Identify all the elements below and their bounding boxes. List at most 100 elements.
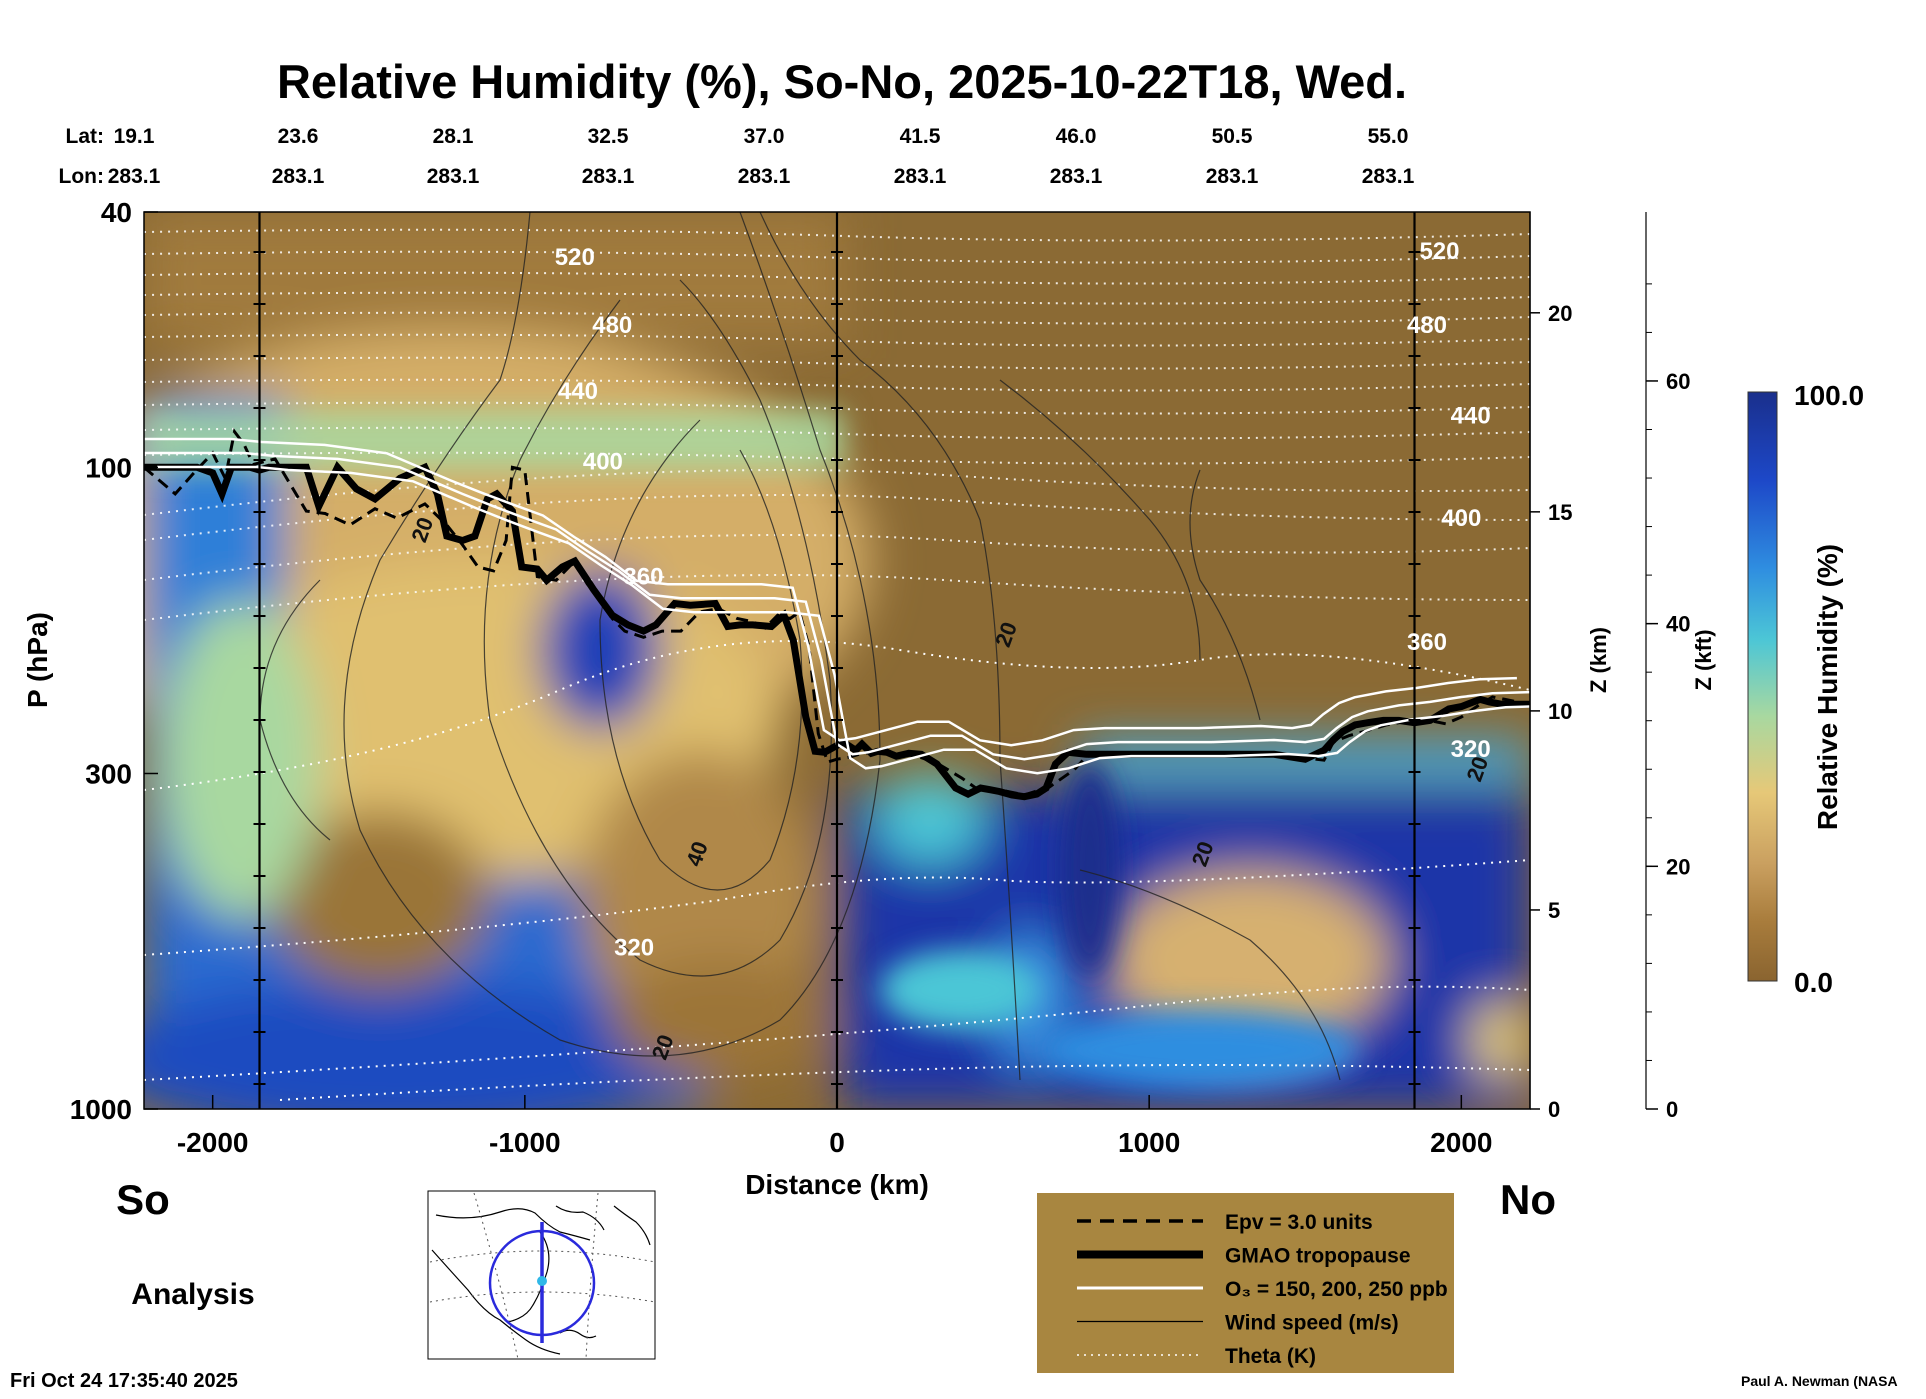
lon-row-label: Lon: [59, 165, 104, 188]
legend-label: GMAO tropopause [1225, 1245, 1411, 1268]
x-ticks: -2000 -1000 0 1000 2000 [177, 1095, 1492, 1158]
z-km-tick-label: 5 [1548, 898, 1560, 923]
theta-label: 520 [555, 244, 595, 271]
lat-value: 41.5 [900, 125, 941, 148]
p-tick-label: 40 [101, 197, 132, 228]
z-km-tick-label: 20 [1548, 301, 1572, 326]
z-km-ticks: 0 5 10 15 20 [1529, 212, 1572, 1122]
z-km-tick-label: 0 [1548, 1097, 1560, 1122]
credit: Paul A. Newman (NASA [1741, 1373, 1898, 1389]
theta-contours [144, 228, 1530, 1101]
chart-title: Relative Humidity (%), So-No, 2025-10-22… [277, 55, 1407, 108]
p-tick-label: 1000 [70, 1094, 132, 1125]
z-km-tick-label: 10 [1548, 699, 1572, 724]
theta-label: 440 [558, 378, 598, 405]
lon-value: 283.1 [427, 165, 480, 188]
wind-contour [343, 212, 881, 1057]
lon-value: 283.1 [108, 165, 161, 188]
colorbar-max-label: 100.0 [1794, 380, 1864, 411]
theta-label: 440 [1451, 402, 1491, 429]
lon-value: 283.1 [272, 165, 325, 188]
legend-label: O₃ = 150, 200, 250 ppb [1225, 1278, 1448, 1301]
theta-label: 480 [1407, 312, 1447, 339]
x-tick-label: -2000 [177, 1127, 249, 1158]
theta-label: 360 [1407, 629, 1447, 656]
colorbar-gradient [1747, 391, 1778, 982]
lat-value: 37.0 [744, 125, 785, 148]
colorbar: 100.0 0.0 Relative Humidity (%) [1747, 380, 1864, 998]
lat-value: 28.1 [433, 125, 474, 148]
lat-value: 19.1 [114, 125, 155, 148]
series-line-ozone [157, 465, 1530, 775]
wind-contour [483, 279, 832, 977]
south-label: So [116, 1176, 170, 1223]
legend-label: Wind speed (m/s) [1225, 1312, 1399, 1335]
lon-value: 283.1 [894, 165, 947, 188]
colorbar-min-label: 0.0 [1794, 967, 1833, 998]
theta-contour [144, 640, 1530, 791]
timestamp: Fri Oct 24 17:35:40 2025 [10, 1370, 238, 1392]
z-kft-tick-label: 60 [1666, 369, 1690, 394]
x-tick-label: 0 [829, 1127, 845, 1158]
y-axis-label: P (hPa) [22, 612, 53, 708]
legend: Epv = 3.0 units GMAO tropopause O₃ = 150, … [1037, 1193, 1454, 1373]
north-label: No [1500, 1176, 1556, 1223]
lat-value: 50.5 [1212, 125, 1253, 148]
axes: -2000 -1000 0 1000 2000 40 100 300 1000 0 5 10 15 2… [22, 197, 1716, 1200]
wind-contour [1189, 469, 1261, 721]
lat-value: 46.0 [1056, 125, 1097, 148]
lat-value: 55.0 [1368, 125, 1409, 148]
z-km-axis-label: Z (km) [1586, 627, 1611, 693]
legend-label: Theta (K) [1225, 1345, 1316, 1368]
lat-lon-header: Lat: Lon: 19.1 23.6 28.1 32.5 37.0 41.5 46.0 50… [59, 125, 1415, 188]
legend-items: Epv = 3.0 units GMAO tropopause O₃ = 150, … [1077, 1211, 1448, 1368]
lon-value: 283.1 [738, 165, 791, 188]
lat-value: 32.5 [588, 125, 629, 148]
humidity-field: 5204804404003603205204804404003603202020… [144, 212, 1530, 1109]
lat-row-label: Lat: [66, 125, 105, 148]
lat-value: 23.6 [278, 125, 319, 148]
z-kft-tick-label: 40 [1666, 612, 1690, 637]
analysis-label: Analysis [131, 1278, 254, 1311]
z-kft-tick-label: 20 [1666, 854, 1690, 879]
wind-contour [759, 212, 1021, 1081]
p-tick-label: 300 [85, 758, 132, 789]
wind-contour [999, 379, 1201, 661]
theta-label: 400 [583, 449, 623, 476]
lon-value: 283.1 [1206, 165, 1259, 188]
wind-contours [259, 212, 1341, 1081]
lon-value: 283.1 [1362, 165, 1415, 188]
wind-contour [1079, 869, 1341, 1081]
x-axis-label: Distance (km) [745, 1169, 929, 1200]
colorbar-label: Relative Humidity (%) [1812, 544, 1843, 830]
lon-value: 283.1 [582, 165, 635, 188]
series-line-ozone [144, 451, 1530, 761]
series-line-epv [144, 428, 1530, 797]
theta-label: 320 [1451, 736, 1491, 763]
z-kft-tick-label: 0 [1666, 1097, 1678, 1122]
legend-label: Epv = 3.0 units [1225, 1211, 1373, 1234]
theta-label: 520 [1419, 238, 1459, 265]
p-tick-label: 100 [85, 452, 132, 483]
series-line-ozone [144, 437, 1517, 747]
theta-label: 360 [623, 564, 663, 591]
z-kft-ticks: 0 20 40 60 [1645, 212, 1690, 1122]
theta-contour [144, 859, 1530, 956]
p-ticks: 40 100 300 1000 [70, 197, 158, 1125]
series-lines [144, 428, 1530, 801]
lon-value: 283.1 [1050, 165, 1103, 188]
inset-center-marker [537, 1276, 547, 1286]
z-kft-axis-label: Z (kft) [1691, 629, 1716, 690]
theta-label: 400 [1441, 505, 1481, 532]
x-tick-label: 1000 [1118, 1127, 1180, 1158]
x-tick-label: 2000 [1430, 1127, 1492, 1158]
position-markers [253, 212, 1421, 1109]
z-km-tick-label: 15 [1548, 500, 1572, 525]
inset-map [427, 1190, 656, 1360]
legend-box [1037, 1193, 1454, 1373]
theta-label: 320 [614, 934, 654, 961]
x-tick-label: -1000 [489, 1127, 561, 1158]
theta-label: 480 [592, 312, 632, 339]
